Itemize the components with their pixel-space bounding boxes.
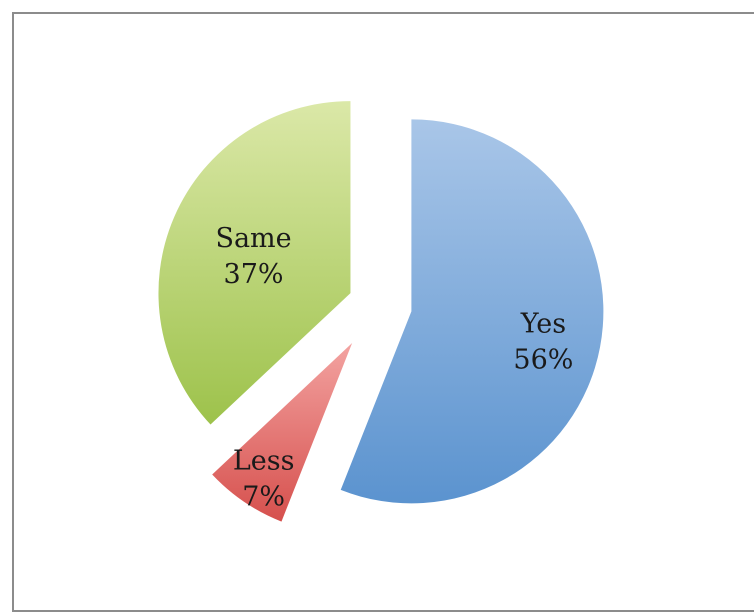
- slice-percent-label: 37%: [224, 259, 284, 290]
- slice-category-label: Same: [215, 223, 291, 254]
- slice-percent-label: 7%: [242, 481, 285, 512]
- slice-label-less: Less 7%: [233, 445, 295, 512]
- pie-chart: Yes 56% Less 7% Same 37%: [158, 101, 604, 522]
- slice-label-same: Same 37%: [215, 223, 291, 290]
- pie-slice-less: [212, 343, 353, 522]
- slice-label-yes: Yes 56%: [513, 309, 573, 376]
- pie-slice-same: [158, 101, 351, 425]
- slice-category-label: Less: [233, 445, 295, 476]
- slice-percent-label: 56%: [513, 345, 573, 376]
- chart-frame: [12, 12, 754, 612]
- slice-category-label: Yes: [520, 309, 566, 340]
- pie-slice-yes: [340, 119, 604, 504]
